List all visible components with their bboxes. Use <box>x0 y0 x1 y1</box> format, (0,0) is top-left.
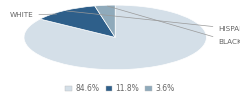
Text: WHITE: WHITE <box>10 12 57 18</box>
Wedge shape <box>24 5 206 70</box>
Legend: 84.6%, 11.8%, 3.6%: 84.6%, 11.8%, 3.6% <box>62 81 178 96</box>
Wedge shape <box>40 6 115 37</box>
Text: BLACK: BLACK <box>108 6 240 45</box>
Text: HISPANIC: HISPANIC <box>67 11 240 32</box>
Wedge shape <box>95 5 115 37</box>
